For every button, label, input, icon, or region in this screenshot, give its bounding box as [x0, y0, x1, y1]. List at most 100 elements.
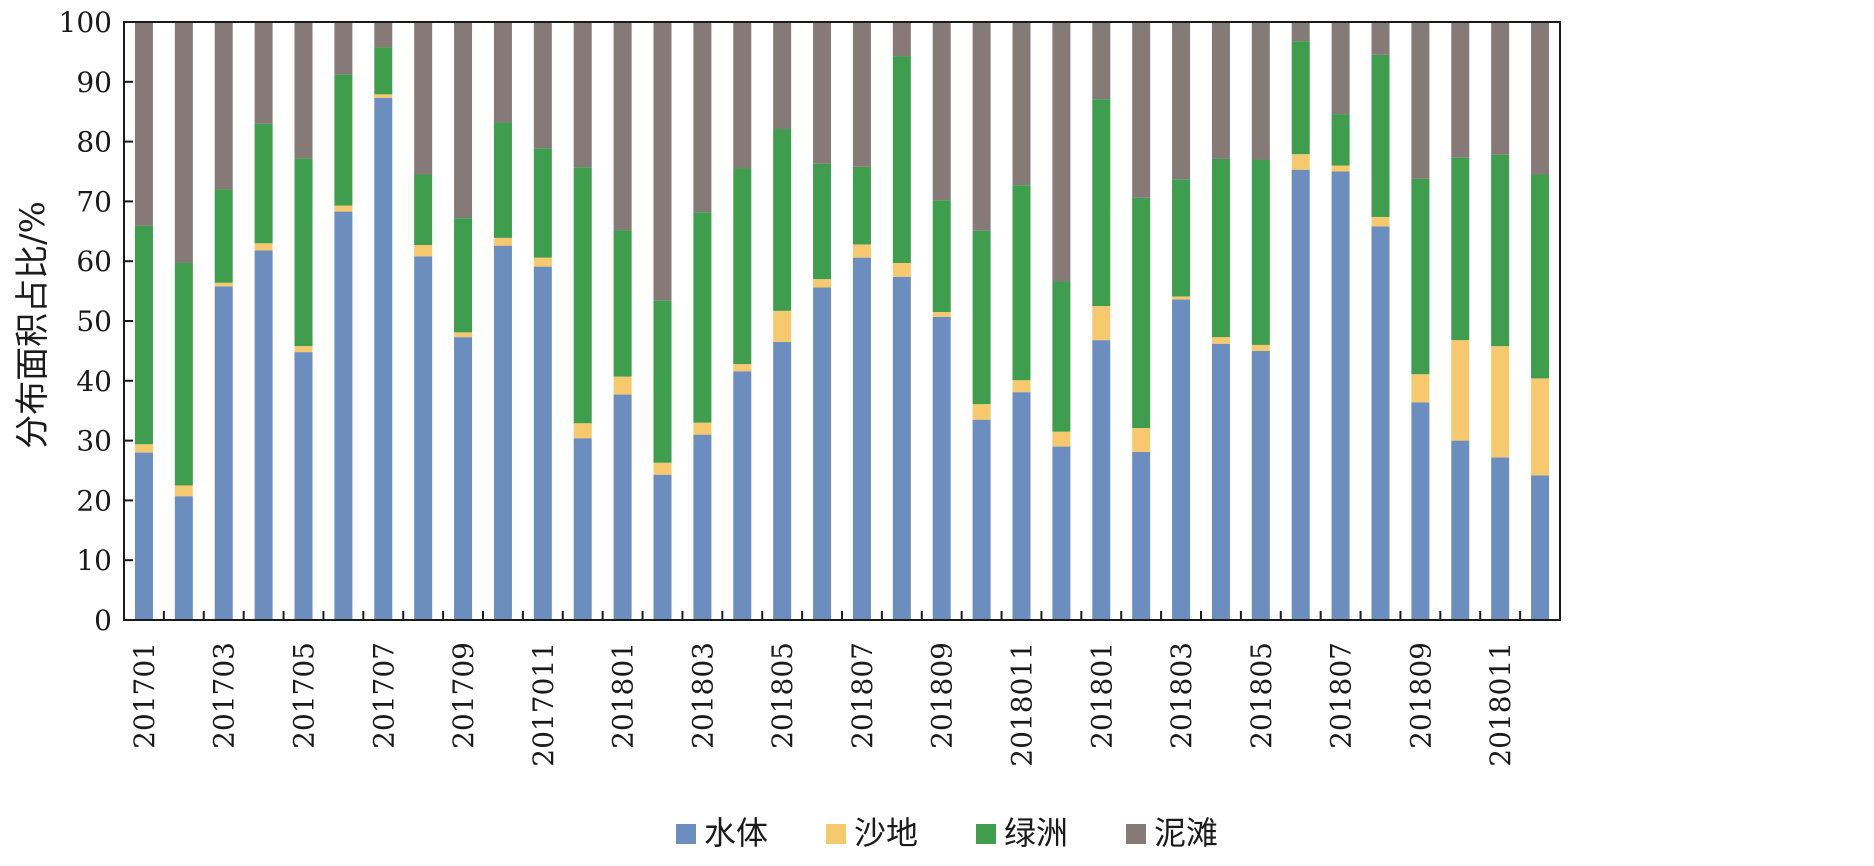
bar-segment	[1531, 22, 1550, 175]
legend-label: 水体	[704, 814, 768, 852]
bar-segment	[533, 148, 552, 258]
bar-segment	[813, 163, 832, 280]
bar-segment	[1092, 340, 1111, 620]
bar-segment	[174, 262, 193, 486]
y-tick-label: 10	[76, 544, 112, 577]
bar-segment	[1012, 22, 1031, 186]
bar-segment	[1092, 99, 1111, 307]
bar-segment	[294, 352, 313, 620]
bar-segment	[613, 230, 632, 377]
bar-segment	[1251, 344, 1270, 351]
bar-segment	[573, 423, 592, 439]
bar-segment	[1451, 440, 1470, 620]
bar-segment	[533, 257, 552, 267]
x-tick-label: 201809	[1404, 642, 1437, 749]
bar-segment	[414, 174, 433, 246]
bar-segment	[1211, 337, 1230, 344]
x-tick-label: 201807	[846, 642, 879, 749]
bar-segment	[972, 419, 991, 620]
bar-segment	[693, 422, 712, 435]
bar-segment	[1052, 22, 1071, 282]
bar-segment	[1291, 22, 1310, 42]
bar-segment	[773, 22, 792, 130]
y-tick-label: 90	[76, 66, 112, 99]
bar-segment	[892, 276, 911, 620]
y-tick-label: 100	[59, 6, 112, 39]
bar-segment	[214, 189, 233, 283]
bar-segment	[932, 316, 951, 620]
bar-segment	[214, 22, 233, 190]
x-tick-label: 201801	[1085, 642, 1118, 749]
bar-segment	[972, 230, 991, 405]
legend-swatch	[1126, 824, 1146, 844]
bar-segment	[1251, 159, 1270, 345]
bar-segment	[653, 22, 672, 301]
bar-segment	[1371, 22, 1390, 55]
legend-label: 沙地	[854, 814, 918, 852]
bar-segment	[613, 376, 632, 395]
bar-segment	[454, 337, 473, 620]
bar-segment	[1451, 22, 1470, 158]
bar-segment	[374, 47, 393, 95]
bar-segment	[334, 74, 353, 206]
bar-segment	[1211, 343, 1230, 620]
bar-segment	[174, 496, 193, 620]
bar-segment	[813, 22, 832, 164]
bar-segment	[852, 257, 871, 620]
legend-swatch	[826, 824, 846, 844]
bar-segment	[813, 279, 832, 288]
bar-segment	[1491, 22, 1510, 155]
bar-segment	[1331, 22, 1350, 115]
bar-segment	[693, 22, 712, 213]
x-tick-label: 2017011	[527, 642, 560, 767]
bar-segment	[573, 22, 592, 168]
bar-segment	[1371, 226, 1390, 620]
x-tick-label: 2018011	[1006, 642, 1039, 767]
bar-segment	[294, 158, 313, 347]
bar-segment	[374, 22, 393, 48]
bar-segment	[454, 332, 473, 338]
bar-segment	[1331, 165, 1350, 172]
legend: 水体 沙地 绿洲 泥滩	[676, 814, 1218, 852]
bar-segment	[852, 244, 871, 258]
bar-segment	[1172, 179, 1191, 297]
bar-segment	[892, 22, 911, 57]
bar-segment	[1211, 22, 1230, 159]
bar-segment	[1172, 296, 1191, 300]
bar-segment	[1132, 22, 1151, 198]
bar-segment	[374, 97, 393, 620]
bar-segment	[454, 218, 473, 333]
bar-segment	[733, 364, 752, 372]
bar-segment	[1291, 41, 1310, 155]
bar-segment	[1291, 169, 1310, 620]
bar-segment	[1172, 299, 1191, 620]
x-tick-label: 201701	[128, 642, 161, 749]
bar-segment	[334, 22, 353, 75]
bar-segment	[573, 167, 592, 424]
bar-segment	[892, 56, 911, 264]
x-tick-label: 201803	[686, 642, 719, 749]
legend-label: 绿洲	[1004, 814, 1068, 852]
x-tick-label: 201801	[607, 642, 640, 749]
bar-segment	[1132, 451, 1151, 620]
bar-segment	[733, 168, 752, 365]
bar-segment	[1052, 281, 1071, 432]
bar-segment	[932, 22, 951, 201]
bar-segment	[1291, 154, 1310, 170]
bar-segment	[733, 371, 752, 620]
bars-layer	[134, 22, 1550, 620]
bar-segment	[1012, 392, 1031, 620]
bar-segment	[1371, 216, 1390, 227]
y-tick-label: 30	[76, 425, 112, 458]
x-tick-label: 201803	[1165, 642, 1198, 749]
x-tick-label: 201805	[1245, 642, 1278, 749]
y-tick-label: 20	[76, 484, 112, 517]
bar-segment	[653, 462, 672, 475]
y-tick-label: 40	[76, 365, 112, 398]
bar-segment	[1251, 22, 1270, 160]
bar-segment	[1451, 340, 1470, 441]
y-tick-label: 0	[94, 604, 112, 637]
bar-segment	[493, 237, 512, 246]
